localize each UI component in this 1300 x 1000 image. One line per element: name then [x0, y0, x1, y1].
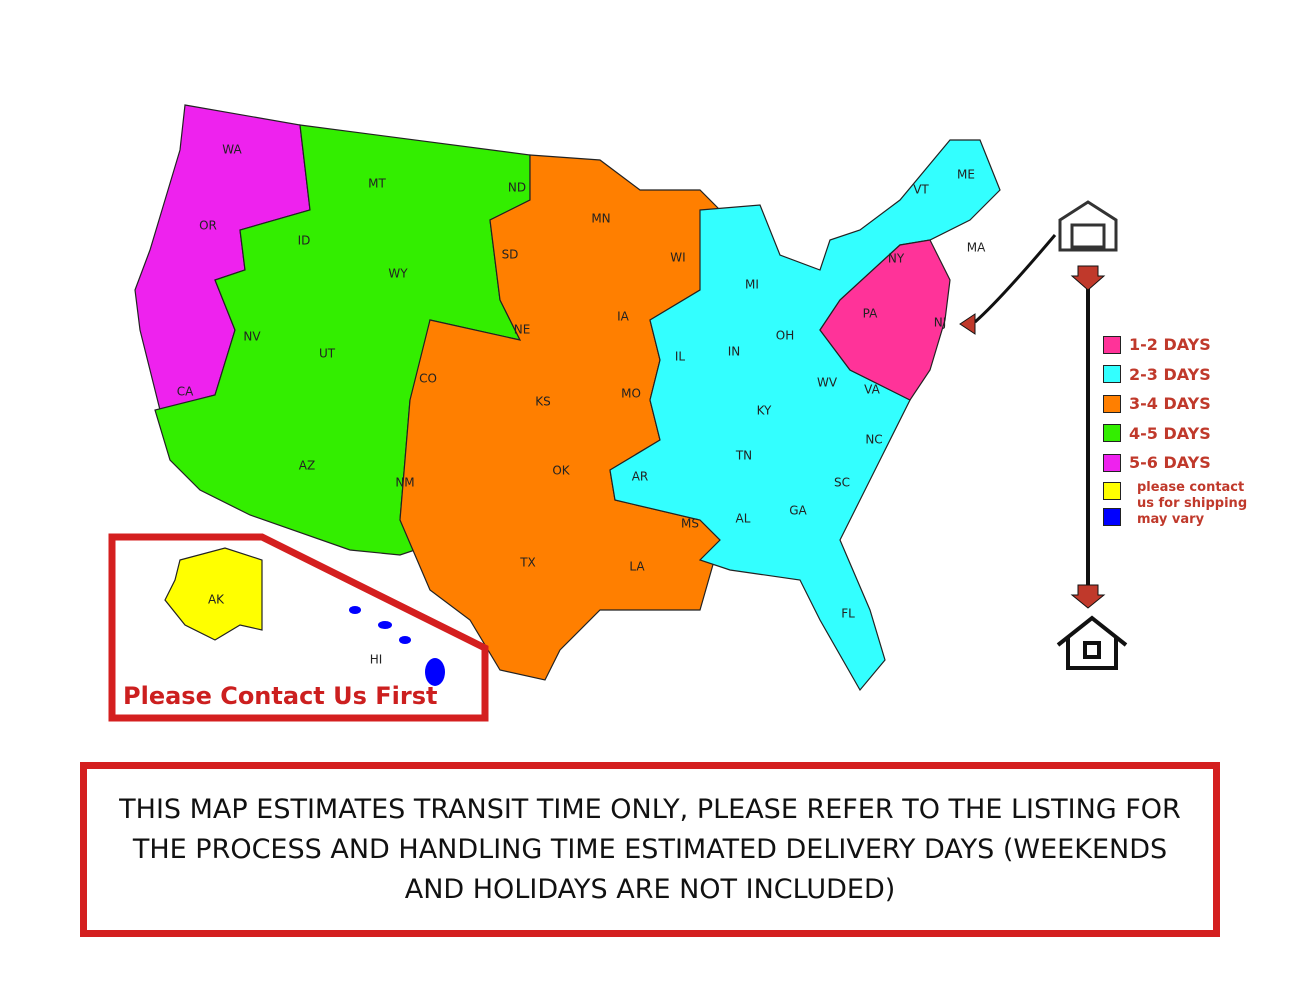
- state-label: VT: [913, 183, 929, 197]
- state-label: IA: [617, 310, 630, 324]
- legend-label: 2-3 DAYS: [1129, 364, 1211, 384]
- legend-note: please contact us for shipping may vary: [1103, 480, 1263, 528]
- state-label: VA: [864, 383, 880, 397]
- state-label: IL: [675, 350, 686, 364]
- state-label: KS: [535, 395, 551, 409]
- state-label: SC: [834, 476, 850, 490]
- legend-swatch: [1103, 394, 1121, 413]
- state-label: OK: [552, 464, 570, 478]
- state-label: PA: [863, 307, 878, 321]
- zone-region: [819, 239, 951, 401]
- legend-swatch: [1103, 481, 1121, 500]
- legend-label: 1-2 DAYS: [1129, 335, 1211, 355]
- legend-label: 4-5 DAYS: [1129, 423, 1211, 443]
- state-label: NE: [514, 323, 531, 337]
- state-label: IN: [728, 345, 741, 359]
- legend-item: 5-6 DAYS: [1103, 448, 1263, 478]
- arrow-head: [1070, 265, 1106, 291]
- state-label: CA: [177, 385, 194, 399]
- alaska-box: [108, 533, 489, 722]
- state-label: NM: [395, 476, 414, 490]
- state-label: AL: [736, 512, 751, 526]
- legend-swatch: [1103, 335, 1121, 354]
- notice: THIS MAP ESTIMATES TRANSIT TIME ONLY, PL…: [80, 762, 1220, 937]
- state-label: ND: [508, 181, 526, 195]
- state-label: AK: [208, 593, 225, 607]
- state-label: TN: [735, 449, 752, 463]
- state-label: WY: [388, 267, 408, 281]
- state-label: TX: [519, 556, 536, 570]
- hawaii: [349, 606, 445, 686]
- legend-item: 1-2 DAYS: [1103, 330, 1263, 360]
- zone-region: [609, 139, 1001, 692]
- legend-swatch: [1103, 507, 1121, 526]
- state-label: KY: [757, 404, 772, 418]
- state-label: LA: [629, 560, 645, 574]
- state-label: MI: [745, 278, 759, 292]
- alaska: [164, 547, 263, 641]
- state-label: NV: [243, 330, 261, 344]
- legend-swatch: [1103, 453, 1121, 472]
- state-label: WI: [670, 251, 685, 265]
- state-label: AR: [632, 470, 649, 484]
- route-arrow: [974, 234, 1057, 324]
- legend-label: 3-4 DAYS: [1129, 394, 1211, 414]
- home-icon: [1056, 615, 1128, 670]
- state-label: AZ: [299, 459, 315, 473]
- state-label: FL: [841, 607, 855, 621]
- state-label: HI: [370, 653, 383, 667]
- state-label: WV: [817, 376, 838, 390]
- legend: 1-2 DAYS 2-3 DAYS 3-4 DAYS 4-5 DAYS 5-6 DAYS…: [1103, 330, 1263, 528]
- legend-note-swatches: [1103, 480, 1129, 528]
- state-label: OH: [776, 329, 794, 343]
- legend-swatch: [1103, 365, 1121, 384]
- state-label: MN: [591, 212, 610, 226]
- legend-item: 2-3 DAYS: [1103, 360, 1263, 390]
- legend-label: 5-6 DAYS: [1129, 453, 1211, 473]
- state-label: SD: [502, 248, 519, 262]
- state-label: MA: [967, 241, 986, 255]
- arrow-head: [959, 313, 976, 335]
- alaska-box-title: Please Contact Us First: [123, 682, 438, 710]
- warehouse-icon: [1058, 200, 1118, 252]
- state-label: WA: [222, 143, 242, 157]
- state-label: NC: [865, 433, 882, 447]
- state-label: CO: [419, 372, 437, 386]
- state-label: ME: [957, 168, 975, 182]
- legend-item: 4-5 DAYS: [1103, 419, 1263, 449]
- state-label: GA: [789, 504, 807, 518]
- state-label: MT: [368, 177, 386, 191]
- state-label: MO: [621, 387, 641, 401]
- arrow-head: [1070, 584, 1106, 609]
- state-label: MS: [681, 517, 699, 531]
- legend-item: 3-4 DAYS: [1103, 389, 1263, 419]
- legend-swatch: [1103, 424, 1121, 443]
- legend-note-text: please contact us for shipping may vary: [1137, 479, 1248, 527]
- state-label: NY: [888, 252, 905, 266]
- state-label: OR: [199, 219, 217, 233]
- state-label: ID: [298, 234, 311, 248]
- state-label: UT: [319, 347, 336, 361]
- state-label: NJ: [934, 316, 947, 330]
